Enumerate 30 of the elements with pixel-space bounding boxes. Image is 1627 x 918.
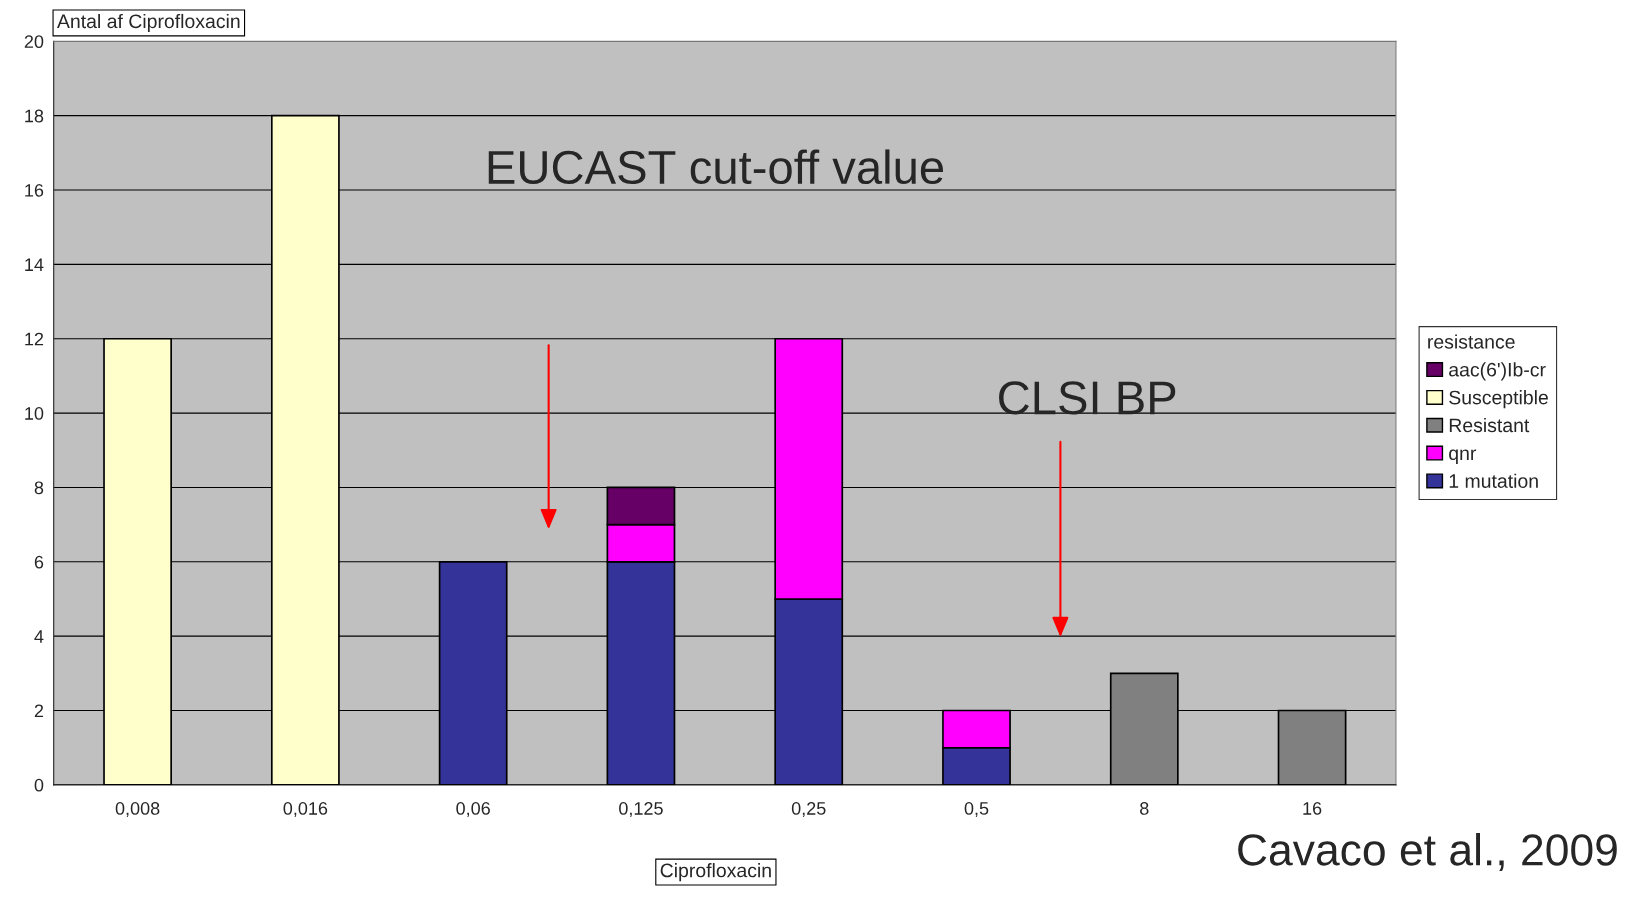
y-tick-label: 12 (25, 332, 44, 346)
x-tick-label: 0,016 (283, 802, 328, 817)
x-tick-label: 0,008 (115, 802, 160, 817)
y-tick-label: 8 (34, 481, 44, 495)
y-tick-label: 16 (25, 183, 44, 197)
legend-title: resistance (1428, 334, 1515, 349)
y-tick-label: 0 (34, 778, 44, 792)
legend-label: Resistant (1449, 417, 1530, 433)
legend-label: Susceptible (1449, 390, 1548, 409)
y-tick-label: 14 (25, 258, 44, 271)
x-tick-label: 16 (1303, 802, 1322, 815)
text: Cavaco et al., 2009 (1238, 833, 1617, 871)
annotation: EUCAST cut-off value (488, 149, 944, 185)
x-tick-label: 0,5 (964, 802, 989, 817)
x-tick-label: 0,125 (619, 802, 663, 817)
x-tick-label: 8 (1140, 802, 1149, 815)
x-tick-label: 0,06 (456, 802, 490, 817)
y-tick-label: 20 (24, 35, 44, 49)
y-tick-label: 18 (25, 109, 44, 123)
x-axis-title: Ciprofloxacin (660, 863, 771, 882)
legend-label: 1 mutation (1449, 473, 1538, 488)
legend-label: qnr (1449, 449, 1477, 464)
y-axis-title: Antal af Ciprofloxacin (56, 13, 240, 33)
y-tick-label: 4 (34, 630, 44, 643)
annotation: CLSI BP (999, 381, 1176, 415)
x-tick-label: 0,25 (791, 802, 826, 817)
y-tick-label: 10 (25, 407, 44, 420)
y-tick-label: 2 (34, 704, 44, 718)
y-tick-label: 6 (34, 555, 44, 569)
legend-label: aac(6')Ib-cr (1449, 362, 1546, 381)
